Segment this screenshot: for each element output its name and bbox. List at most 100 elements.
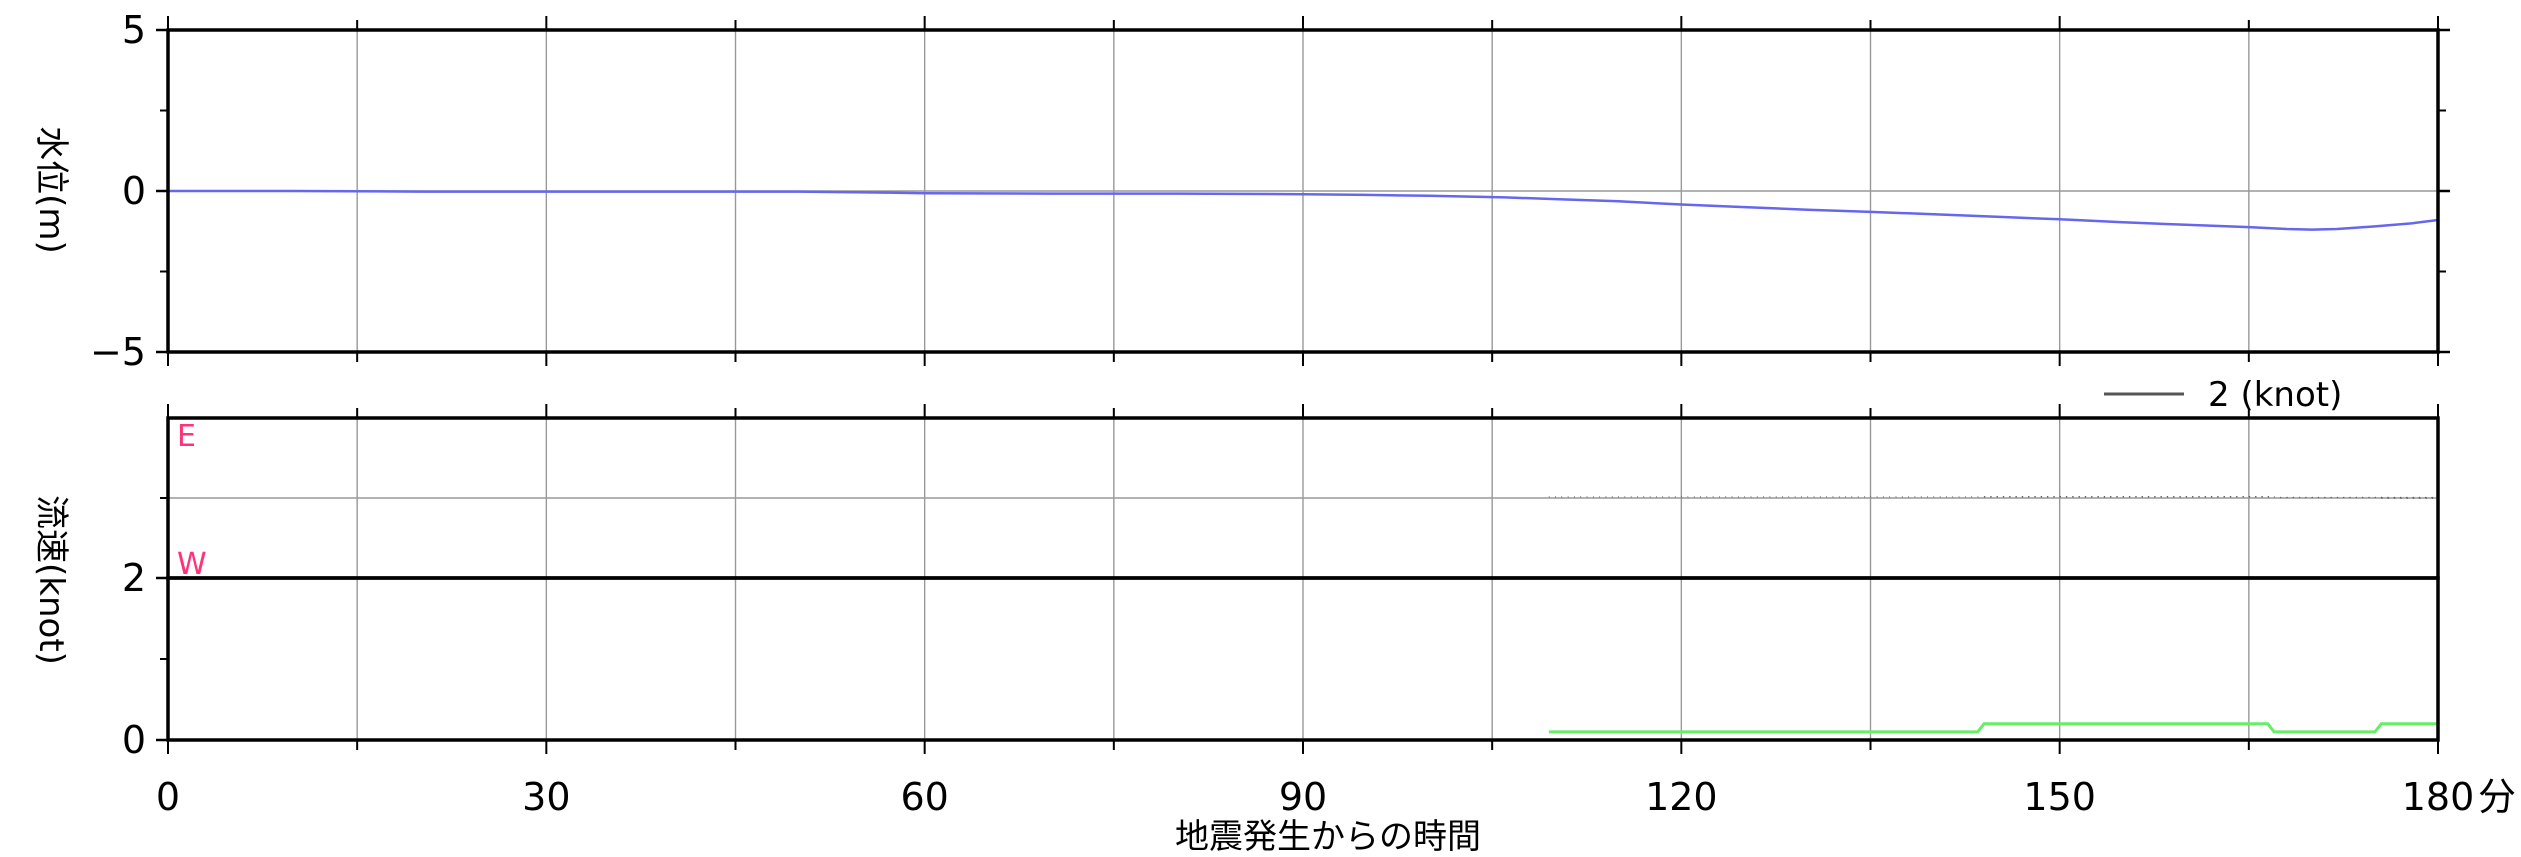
current-vector [2424, 496, 2428, 500]
water-level-series [168, 189, 2439, 231]
current-vector [2242, 495, 2245, 498]
x-tick-label: 90 [1279, 775, 1327, 819]
current-vector [1996, 495, 1999, 498]
current-vector [2128, 495, 2131, 498]
vector-legend-label: 2 (knot) [2208, 375, 2342, 415]
x-tick-label: 180 [2402, 775, 2475, 819]
current-vector [2261, 495, 2263, 498]
current-vector [1983, 495, 1986, 498]
current-vector [2172, 495, 2175, 498]
current-vector [2185, 495, 2188, 498]
water-level-line [168, 189, 2439, 231]
current-vector [2135, 495, 2137, 498]
current-vector [2393, 496, 2396, 500]
current-vector [2103, 495, 2106, 498]
current-vector [2254, 495, 2257, 498]
current-vector [2084, 495, 2087, 498]
current-vector [2418, 496, 2421, 500]
current-vector [2355, 496, 2358, 499]
current-vector [2015, 495, 2018, 498]
current-vector [2330, 496, 2332, 499]
current-vector [2065, 495, 2068, 498]
current-speed-line [1548, 722, 2438, 734]
current-speed-series [1548, 722, 2438, 734]
current-vector [2248, 495, 2251, 498]
x-axis-unit: 分 [2478, 775, 2516, 819]
current-vector [2298, 496, 2301, 499]
x-tick-label: 150 [2023, 775, 2096, 819]
current-vector [2323, 496, 2326, 499]
x-tick-label: 30 [522, 775, 570, 819]
current-speed-y-ticks: 20 [122, 497, 168, 762]
current-vector [2286, 496, 2288, 499]
current-vector [2279, 496, 2282, 499]
y-tick-label: 0 [122, 718, 146, 762]
current-vector [2053, 495, 2055, 498]
current-vector [2002, 495, 2005, 498]
y-tick-label: 5 [122, 8, 146, 52]
x-tick-label: 60 [900, 775, 948, 819]
current-vector [1990, 495, 1992, 498]
vector-legend: 2 (knot) [2104, 375, 2342, 415]
current-vector [2217, 495, 2219, 498]
current-vector [2034, 495, 2036, 498]
current-vector [2021, 495, 2024, 498]
current-vector [2374, 496, 2377, 499]
current-vector [2109, 495, 2112, 498]
current-vector [2027, 495, 2030, 498]
current-vector [2204, 495, 2207, 498]
current-vector [2008, 495, 2011, 498]
water-level-panel: 5 0 −5 水位(m) [31, 8, 2450, 374]
current-vector [2122, 495, 2125, 498]
direction-label-east: E [177, 419, 196, 454]
current-vector [2198, 495, 2200, 498]
current-vector [2210, 495, 2213, 498]
time-x-ticks: 0 30 60 90 120 150 180 [156, 775, 2474, 819]
current-vector [2405, 496, 2409, 500]
current-vector [2147, 495, 2150, 498]
current-speed-panel: 20 0 30 60 90 120 150 180 E W 2 (knot) 流速(knot… [31, 375, 2516, 857]
water-level-y-ticks: 5 0 −5 [90, 8, 2450, 374]
current-vector [2097, 495, 2100, 498]
current-vector [2399, 496, 2402, 500]
current-vector [2267, 495, 2270, 498]
direction-label-west: W [177, 547, 207, 582]
current-vector [2090, 495, 2093, 498]
current-vector [2305, 496, 2307, 499]
y-tick-label: −5 [90, 330, 146, 374]
current-vector [2380, 496, 2384, 500]
y-tick-label: 0 [122, 169, 146, 213]
current-speed-axis-title: 流速(knot) [31, 495, 71, 665]
current-vector [2046, 495, 2049, 498]
current-vector [2311, 496, 2314, 499]
y-tick-label: 2 [122, 556, 146, 600]
current-vector [2412, 496, 2415, 500]
current-vector [2342, 496, 2345, 499]
current-vector [2179, 495, 2182, 498]
current-vector [2223, 495, 2226, 498]
current-vector [2078, 495, 2081, 498]
current-vector [2059, 495, 2062, 498]
current-vector [2040, 495, 2043, 498]
current-vector [2160, 495, 2163, 498]
current-vector [2349, 496, 2351, 499]
current-vector [2229, 495, 2232, 498]
x-tick-label: 0 [156, 775, 180, 819]
current-vector [2387, 496, 2390, 500]
current-vector [2116, 495, 2118, 498]
x-tick-label: 120 [1645, 775, 1718, 819]
x-axis-title: 地震発生からの時間 [1175, 817, 1481, 857]
current-vector [2431, 496, 2434, 500]
current-vector [2317, 496, 2320, 499]
current-vector [2072, 495, 2074, 498]
current-vector [2336, 496, 2339, 499]
current-vector [2153, 495, 2156, 498]
current-vector-series [1548, 495, 2440, 500]
current-vector [2292, 496, 2295, 499]
water-level-axis-title: 水位(m) [31, 126, 71, 254]
current-vector [2235, 495, 2238, 498]
current-vector [2141, 495, 2144, 498]
current-vector [2361, 496, 2364, 499]
current-vector [2166, 495, 2169, 498]
